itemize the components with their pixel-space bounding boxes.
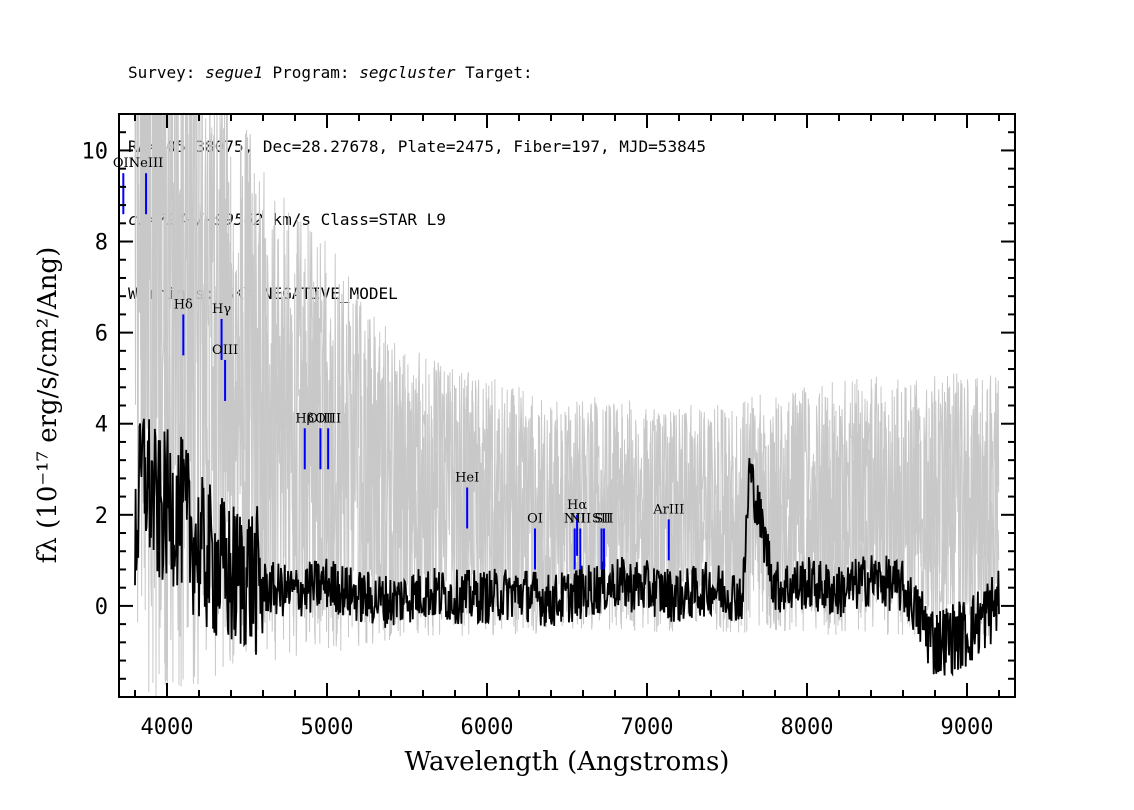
emission-line-label: OIII bbox=[307, 411, 333, 426]
emission-line-label: SII bbox=[594, 511, 613, 526]
emission-line-label: NeIII bbox=[129, 156, 163, 171]
y-tick-label: 0 bbox=[95, 595, 108, 620]
survey-label: Survey: bbox=[128, 63, 206, 82]
emission-line-label: OIII bbox=[315, 411, 341, 426]
emission-line-label: OIII bbox=[212, 343, 238, 358]
flux-trace bbox=[134, 418, 1000, 677]
program-label: Program: bbox=[262, 63, 360, 82]
emission-line-label: HeI bbox=[455, 470, 479, 485]
survey-value: segue1 bbox=[205, 63, 263, 82]
x-axis-title: Wavelength (Angstroms) bbox=[405, 747, 730, 777]
x-tick-label: 8000 bbox=[781, 715, 834, 740]
emission-line-label: Hα bbox=[567, 498, 587, 513]
emission-line-label: NII bbox=[569, 511, 591, 526]
y-tick-label: 4 bbox=[95, 413, 108, 438]
target-label: Target: bbox=[455, 63, 533, 82]
x-tick-label: 4000 bbox=[141, 715, 194, 740]
header-line-survey: Survey: segue1 Program: segcluster Targe… bbox=[128, 61, 706, 86]
error-trace bbox=[134, 114, 1000, 697]
flux-series bbox=[134, 418, 1000, 677]
program-value: segcluster bbox=[359, 63, 456, 82]
emission-line-label: OI bbox=[527, 511, 543, 526]
y-axis-ticks: 0 2 4 6 8 10 bbox=[82, 131, 1015, 680]
y-axis-title: fλ (10⁻¹⁷ erg/s/cm²/Ang) bbox=[33, 247, 63, 563]
emission-line-label: Hγ bbox=[212, 302, 231, 317]
y-tick-label: 8 bbox=[95, 231, 108, 256]
emission-line-label: Hδ bbox=[174, 297, 193, 312]
classification-text: km/s Class=STAR L9 bbox=[262, 210, 446, 229]
x-tick-label: 9000 bbox=[941, 715, 994, 740]
x-tick-label: 6000 bbox=[461, 715, 514, 740]
emission-line-label: Hβ bbox=[295, 411, 314, 426]
x-axis-ticks: 4000 5000 6000 7000 8000 9000 bbox=[134, 114, 1000, 740]
x-tick-label: 7000 bbox=[621, 715, 674, 740]
emission-line-label: SII bbox=[592, 511, 611, 526]
x-tick-label: 5000 bbox=[301, 715, 354, 740]
emission-line-label: NII bbox=[564, 511, 586, 526]
y-tick-label: 10 bbox=[82, 139, 109, 164]
y-tick-label: 2 bbox=[95, 504, 108, 529]
y-tick-label: 6 bbox=[95, 322, 108, 347]
emission-line-label: ArIII bbox=[652, 502, 684, 517]
